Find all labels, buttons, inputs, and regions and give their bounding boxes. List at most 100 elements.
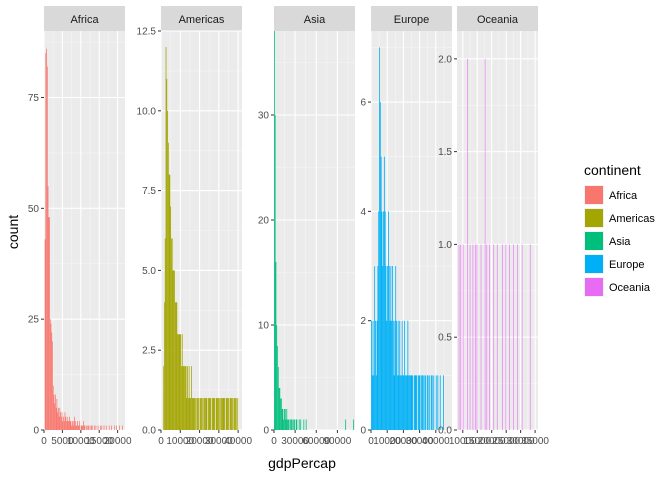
histogram-bar-americas <box>200 398 202 430</box>
y-axis-title: count <box>5 215 21 249</box>
histogram-bar-americas <box>201 398 203 430</box>
y-tick-label: 50 <box>28 204 40 215</box>
histogram-bar-europe <box>405 375 406 430</box>
histogram-bar-asia <box>291 419 293 430</box>
histogram-bar-europe <box>380 156 382 430</box>
x-tick-label: 10000 <box>67 436 95 447</box>
x-tick-label: 40000 <box>224 436 252 447</box>
histogram-bar-europe <box>377 266 379 430</box>
histogram-bar-europe <box>429 375 431 430</box>
x-tick-label: 30000 <box>281 436 309 447</box>
histogram-bar-africa <box>81 425 83 430</box>
histogram-bar-americas <box>171 238 172 430</box>
histogram-bar-americas <box>210 398 212 430</box>
histogram-bar-oceania <box>484 58 486 430</box>
y-tick-label: 6 <box>360 98 366 109</box>
histogram-bar-americas <box>164 302 165 430</box>
x-tick-label: 10000 <box>373 436 401 447</box>
histogram-bar-africa <box>67 421 69 430</box>
facet-strip-europe <box>371 6 452 31</box>
histogram-bar-africa <box>68 421 70 430</box>
y-tick-label: 0.0 <box>142 426 156 437</box>
histogram-bar-americas <box>185 366 187 430</box>
histogram-bar-asia <box>298 419 300 430</box>
y-tick-label: 10.0 <box>137 106 157 117</box>
histogram-bar-asia <box>288 419 290 430</box>
histogram-bar-europe <box>372 320 374 430</box>
histogram-bar-americas <box>172 270 174 430</box>
x-tick-label: 15000 <box>85 436 113 447</box>
histogram-bar-africa <box>101 425 103 430</box>
histogram-bar-europe <box>393 375 395 430</box>
histogram-bar-americas <box>201 398 202 430</box>
histogram-bar-asia <box>280 398 281 430</box>
histogram-bar-africa <box>59 407 61 430</box>
histogram-bar-americas <box>229 398 231 430</box>
histogram-bar-americas <box>231 398 232 430</box>
histogram-bar-africa <box>52 385 54 430</box>
histogram-bar-europe <box>443 375 444 430</box>
histogram-bar-asia <box>353 419 354 430</box>
histogram-bar-americas <box>209 398 211 430</box>
histogram-bar-africa <box>58 416 60 430</box>
histogram-bar-africa <box>60 412 61 430</box>
histogram-bar-americas <box>164 238 166 430</box>
histogram-bar-africa <box>62 421 64 430</box>
histogram-bar-europe <box>400 375 402 430</box>
x-tick-label: 35000 <box>521 436 549 447</box>
facet-label-americas: Americas <box>179 14 225 26</box>
histogram-bar-africa <box>108 425 110 430</box>
histogram-bar-americas <box>215 398 217 430</box>
histogram-bar-oceania <box>502 244 503 430</box>
facet-label-europe: Europe <box>394 14 429 26</box>
histogram-bar-europe <box>421 375 423 430</box>
histogram-bar-americas <box>214 398 215 430</box>
histogram-bar-americas <box>199 398 201 430</box>
legend-title: continent <box>584 162 641 178</box>
histogram-bar-americas <box>224 398 226 430</box>
histogram-bar-oceania <box>493 244 495 430</box>
x-tick-label: 20000 <box>104 436 132 447</box>
histogram-bar-europe <box>374 266 376 430</box>
histogram-bar-europe <box>388 266 390 430</box>
histogram-bar-europe <box>378 211 380 430</box>
histogram-bar-americas <box>191 366 192 430</box>
histogram-bar-africa <box>116 425 117 430</box>
histogram-bar-americas <box>192 398 194 430</box>
histogram-bar-americas <box>237 398 239 430</box>
histogram-bar-asia <box>287 419 288 430</box>
histogram-bar-asia <box>296 419 298 430</box>
histogram-bar-africa <box>45 53 47 431</box>
histogram-bar-americas <box>167 110 168 431</box>
y-tick-label: 30 <box>258 111 270 122</box>
histogram-bar-americas <box>204 398 205 430</box>
histogram-bar-africa <box>83 421 84 430</box>
histogram-bar-africa <box>97 425 99 430</box>
histogram-bar-africa <box>87 425 89 430</box>
histogram-bar-americas <box>212 398 214 430</box>
histogram-bar-europe <box>382 266 384 430</box>
histogram-bar-europe <box>383 211 384 430</box>
legend-label-asia: Asia <box>609 236 631 248</box>
histogram-bar-europe <box>392 320 394 430</box>
x-tick-label: 0 <box>368 436 374 447</box>
histogram-bar-africa <box>99 425 101 430</box>
histogram-bar-americas <box>175 302 177 430</box>
y-tick-label: 2.5 <box>142 346 156 357</box>
y-tick-label: 75 <box>28 93 40 104</box>
histogram-bar-asia <box>282 409 284 430</box>
histogram-bar-asia <box>274 115 276 430</box>
y-tick-label: 4 <box>360 207 366 218</box>
histogram-bar-europe <box>437 375 439 430</box>
histogram-bar-americas <box>163 366 165 430</box>
panel-background-asia <box>274 31 355 430</box>
histogram-bar-africa <box>63 421 65 430</box>
histogram-bar-oceania <box>460 244 462 430</box>
histogram-bar-africa <box>49 319 51 430</box>
histogram-bar-africa <box>66 421 67 430</box>
histogram-bar-europe <box>401 320 403 430</box>
x-tick-label: 30000 <box>406 436 434 447</box>
legend-swatch-asia <box>585 232 603 250</box>
histogram-bar-africa <box>44 239 46 430</box>
histogram-bar-africa <box>50 323 52 430</box>
